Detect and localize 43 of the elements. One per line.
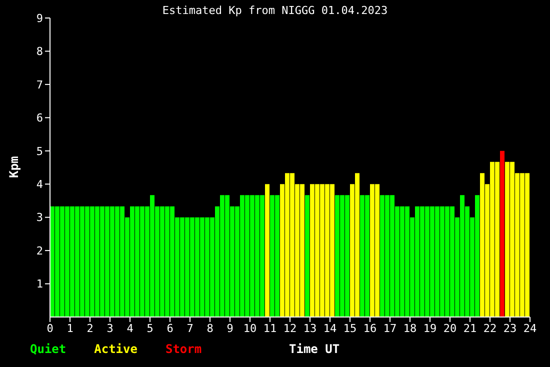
x-tick-label: 16	[363, 322, 377, 335]
y-tick-label: 1	[36, 278, 43, 291]
y-tick-label: 6	[36, 112, 43, 125]
y-tick-label: 8	[36, 45, 43, 58]
x-tick-label: 21	[463, 322, 477, 335]
x-tick-label: 11	[263, 322, 277, 335]
x-tick-label: 1	[66, 322, 74, 335]
text: Storm	[165, 342, 202, 356]
y-tick-label: 9	[36, 12, 43, 25]
y-tick-label: 7	[36, 78, 43, 92]
x-tick-label: 5	[146, 322, 154, 335]
x-tick-label: 12	[283, 322, 297, 335]
text: Active	[94, 342, 138, 356]
x-tick-label: 4	[126, 322, 134, 335]
y-tick-label: 3	[36, 211, 43, 224]
text: Quiet	[30, 342, 66, 356]
x-tick-label: 9	[226, 322, 234, 335]
x-tick-label: 23	[503, 322, 517, 335]
y-axis-title: Kpm	[7, 155, 21, 179]
x-tick-label: 19	[423, 322, 437, 335]
bar	[500, 150, 504, 317]
x-tick-label: 7	[186, 322, 194, 335]
x-tick-label: 13	[303, 322, 317, 335]
x-tick-label: 2	[86, 322, 94, 335]
x-tick-label: 15	[343, 322, 357, 335]
chart-title: Estimated Kp from NIGGG 01.04.2023	[162, 4, 388, 17]
x-tick-label: 0	[46, 322, 54, 335]
x-tick-label: 8	[206, 322, 214, 335]
x-tick-label: 22	[483, 322, 497, 335]
y-tick-label: 2	[36, 244, 43, 258]
y-tick-label: 4	[36, 178, 44, 192]
x-tick-label: 10	[243, 322, 257, 335]
x-tick-label: 18	[403, 322, 417, 335]
x-axis-title: Time UT	[289, 342, 340, 356]
bar	[305, 195, 310, 317]
x-tick-label: 20	[443, 322, 457, 335]
x-tick-label: 17	[383, 322, 397, 335]
x-tick-label: 24	[523, 322, 537, 335]
x-tick-label: 6	[166, 322, 174, 335]
bar	[265, 184, 270, 317]
x-tick-label: 14	[323, 322, 337, 335]
x-tick-label: 3	[106, 322, 114, 335]
y-tick-label: 5	[36, 144, 43, 158]
